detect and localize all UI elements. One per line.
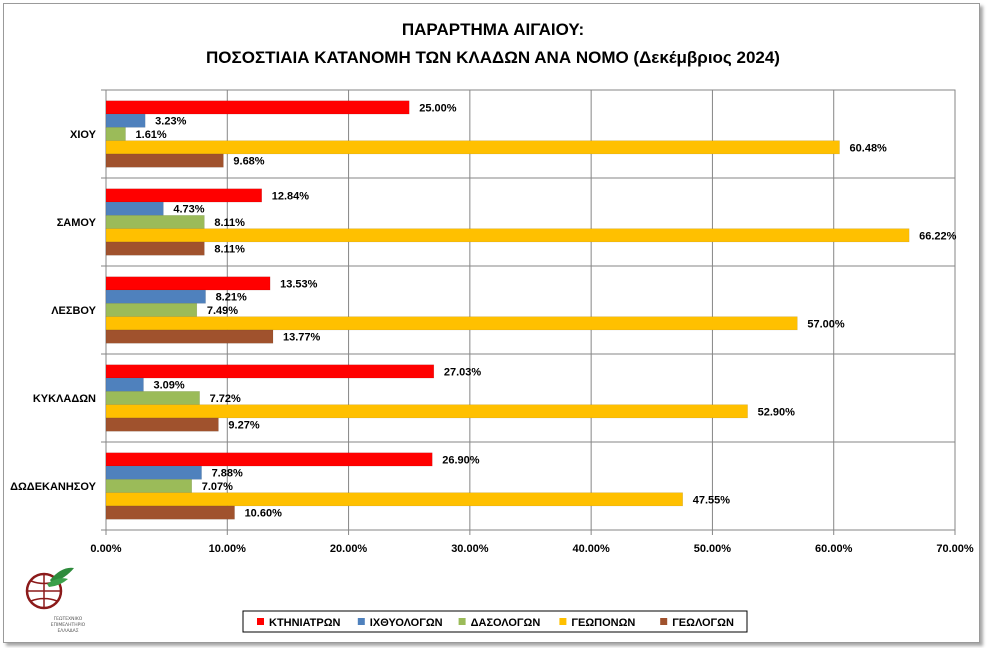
bar — [105, 465, 202, 480]
logo-leaf-icon — [50, 567, 74, 583]
bar — [105, 329, 274, 344]
grid-lines — [105, 89, 956, 531]
legend-swatch — [458, 618, 466, 625]
legend-label: ΙΧΘΥΟΛΟΓΩΝ — [370, 617, 443, 629]
axes: 0.00% 10.00% 20.00% 30.00% 40.00% 50.00% 60.00… — [10, 89, 974, 555]
bar — [105, 153, 224, 168]
data-label: 3.09% — [153, 380, 184, 392]
bar — [105, 289, 206, 304]
legend-swatch — [660, 618, 668, 625]
data-label: 7.88% — [212, 468, 243, 480]
legend-label: ΓΕΩΛΟΓΩΝ — [672, 617, 734, 629]
data-label: 26.90% — [442, 454, 480, 466]
bar — [105, 276, 271, 291]
bar — [105, 417, 219, 432]
x-tick-label: 60.00% — [815, 543, 853, 555]
bar — [105, 228, 910, 243]
data-label: 7.07% — [202, 481, 233, 493]
legend-label: ΚΤΗΝΙΑΤΡΩΝ — [269, 617, 341, 629]
chart-title: ΠΑΡΑΡΤΗΜΑ ΑΙΓΑΙΟΥ: ΠΟΣΟΣΤΙΑΙΑ ΚΑΤΑΝΟΜΗ Τ… — [206, 20, 780, 67]
logo-text-line-3: ΕΛΛΑΔΑΣ — [57, 628, 78, 634]
data-label: 9.68% — [233, 156, 264, 168]
bar — [105, 140, 840, 155]
data-label: 3.23% — [155, 116, 186, 128]
data-label: 47.55% — [693, 494, 731, 506]
category-label: ΚΥΚΛΑΔΩΝ — [33, 393, 96, 405]
bar — [105, 377, 144, 392]
logo-text-line-2: ΕΠΙΜΕΛΗΤΗΡΙΟ — [51, 622, 86, 628]
bar — [105, 188, 262, 203]
legend-swatch — [559, 618, 567, 625]
bar — [105, 492, 683, 507]
legend-box — [242, 610, 748, 633]
data-label: 52.90% — [758, 406, 796, 418]
data-label: 4.73% — [173, 204, 204, 216]
legend-label: ΔΑΣΟΛΟΓΩΝ — [471, 617, 541, 629]
bar — [105, 452, 433, 467]
legend-swatch — [257, 618, 264, 625]
data-label: 13.53% — [280, 278, 318, 290]
bar — [105, 201, 164, 216]
data-label: 66.22% — [919, 230, 957, 242]
data-label: 25.00% — [419, 102, 457, 114]
x-tick-label: 20.00% — [330, 543, 368, 555]
bar — [105, 479, 192, 493]
data-label: 27.03% — [444, 366, 482, 378]
category-label: ΧΙΟΥ — [70, 129, 97, 141]
x-tick-label: 0.00% — [90, 543, 121, 555]
data-label: 7.72% — [210, 393, 241, 405]
data-label: 9.27% — [228, 420, 259, 432]
tee-logo: ΓΕΩΤΕΧΝΙΚΟ ΕΠΙΜΕΛΗΤΗΡΙΟ ΕΛΛΑΔΑΣ — [25, 567, 86, 634]
bar — [105, 505, 235, 520]
legend-swatch — [357, 618, 365, 625]
data-label: 8.11% — [214, 244, 245, 256]
data-label: 60.48% — [850, 142, 888, 154]
bar — [105, 241, 205, 256]
x-tick-label: 30.00% — [451, 543, 489, 555]
category-label: ΛΕΣΒΟΥ — [51, 305, 96, 317]
data-label: 12.84% — [272, 190, 310, 202]
logo-grid-icon — [27, 574, 61, 608]
bar — [105, 127, 126, 141]
logo-text-line-1: ΓΕΩΤΕΧΝΙΚΟ — [54, 616, 83, 622]
data-label: 10.60% — [245, 508, 283, 520]
bar — [105, 316, 798, 331]
x-tick-label: 50.00% — [694, 543, 732, 555]
x-tick-label: 10.00% — [209, 543, 247, 555]
data-label: 7.49% — [207, 305, 238, 317]
data-label: 13.77% — [283, 332, 321, 344]
chart-title-line-1: ΠΑΡΑΡΤΗΜΑ ΑΙΓΑΙΟΥ: — [402, 20, 584, 39]
bar — [105, 391, 200, 405]
data-labels: 25.00% 3.23%1.61% 60.48% 9.68% 12.84% 4.73% 8.… — [136, 102, 957, 519]
category-label: ΔΩΔΕΚΑΝΗΣΟΥ — [10, 481, 97, 493]
data-label: 1.61% — [136, 129, 167, 141]
legend: ΚΤΗΝΙΑΤΡΩΝ ΙΧΘΥΟΛΟΓΩΝ ΔΑΣΟΛΟΓΩΝ ΓΕΩΠΟΝΩΝ ΓΕΩ… — [242, 610, 748, 633]
category-label: ΣΑΜΟΥ — [57, 217, 97, 229]
x-tick-label: 70.00% — [936, 543, 974, 555]
data-label: 8.11% — [214, 217, 245, 229]
bars — [105, 100, 910, 520]
x-tick-label: 40.00% — [572, 543, 610, 555]
data-label: 57.00% — [807, 318, 845, 330]
bar — [105, 100, 410, 115]
bar — [105, 303, 198, 317]
bar — [105, 404, 748, 419]
bar — [105, 215, 205, 229]
legend-label: ΓΕΩΠΟΝΩΝ — [571, 617, 635, 629]
data-label: 8.21% — [216, 292, 247, 304]
bar — [105, 364, 435, 379]
logo-leaf-2-icon — [47, 578, 68, 587]
chart-title-line-2: ΠΟΣΟΣΤΙΑΙΑ ΚΑΤΑΝΟΜΗ ΤΩΝ ΚΛΑΔΩΝ ΑΝΑ ΝΟΜΟ … — [206, 48, 780, 67]
bar — [105, 113, 146, 128]
